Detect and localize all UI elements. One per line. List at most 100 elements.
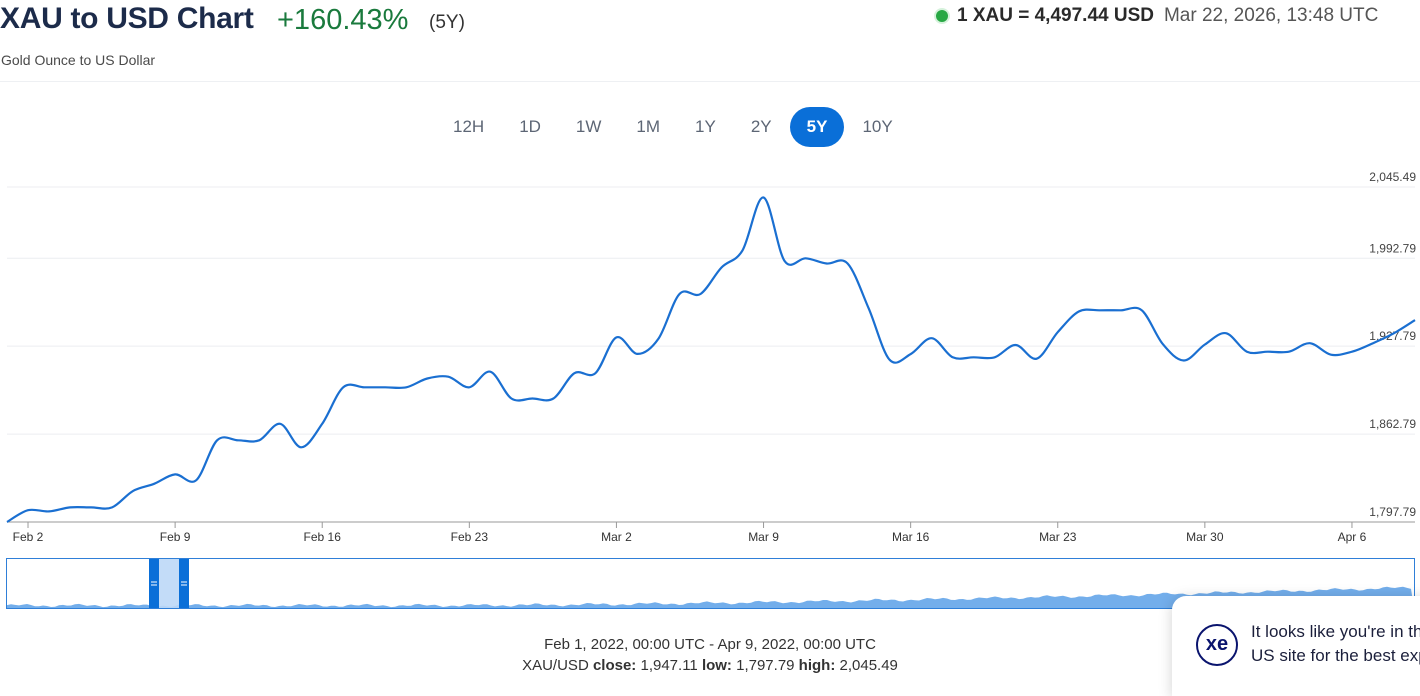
data-point[interactable] <box>1370 340 1376 346</box>
data-point[interactable] <box>88 504 94 510</box>
data-point[interactable] <box>1286 349 1292 355</box>
price-chart[interactable]: 2,045.491,992.791,927.791,862.791,797.79… <box>0 170 1420 555</box>
data-point[interactable] <box>193 477 199 483</box>
y-tick-label: 1,992.79 <box>1369 241 1416 255</box>
navigator-area <box>7 586 1414 608</box>
data-point[interactable] <box>803 255 809 261</box>
x-tick-label: Feb 9 <box>160 530 191 544</box>
tab-1m[interactable]: 1M <box>636 117 661 136</box>
data-point[interactable] <box>950 354 956 360</box>
data-point[interactable] <box>698 291 704 297</box>
data-point[interactable] <box>172 471 178 477</box>
data-point[interactable] <box>1181 358 1187 364</box>
data-point[interactable] <box>529 396 535 402</box>
data-point[interactable] <box>67 504 73 510</box>
data-point[interactable] <box>656 336 662 342</box>
region-toast[interactable]: xe It looks like you're in the US site f… <box>1172 596 1420 696</box>
data-point[interactable] <box>677 291 683 297</box>
x-tick-label: Mar 2 <box>601 530 632 544</box>
data-point[interactable] <box>298 444 304 450</box>
data-point[interactable] <box>1013 342 1019 348</box>
data-point[interactable] <box>613 334 619 340</box>
data-point[interactable] <box>487 369 493 375</box>
data-point[interactable] <box>971 354 977 360</box>
data-point[interactable] <box>592 370 598 376</box>
data-point[interactable] <box>866 305 872 311</box>
live-rate-value: 1 XAU = 4,497.44 USD <box>957 5 1154 26</box>
data-point[interactable] <box>361 384 367 390</box>
data-point[interactable] <box>992 354 998 360</box>
data-point[interactable] <box>634 351 640 357</box>
toast-line-2: US site for the best experience <box>1251 646 1420 665</box>
data-point[interactable] <box>1265 349 1271 355</box>
data-point[interactable] <box>25 507 31 513</box>
x-tick-label: Feb 23 <box>451 530 489 544</box>
data-point[interactable] <box>782 258 788 264</box>
navigator-right-handle[interactable] <box>179 559 189 608</box>
data-point[interactable] <box>1118 307 1124 313</box>
period-tabs: 12H 1D 1W 1M 1Y 2Y 5Y 10Y <box>436 107 911 147</box>
close-label: close: <box>592 657 637 674</box>
tab-1d[interactable]: 1D <box>519 117 541 136</box>
data-point[interactable] <box>719 265 725 271</box>
data-point[interactable] <box>887 357 893 363</box>
data-point[interactable] <box>424 376 430 382</box>
x-tick-label: Apr 6 <box>1338 530 1367 544</box>
data-point[interactable] <box>340 384 346 390</box>
data-point[interactable] <box>824 261 830 267</box>
data-point[interactable] <box>445 374 451 380</box>
data-point[interactable] <box>550 396 556 402</box>
data-point[interactable] <box>466 384 472 390</box>
data-point[interactable] <box>277 421 283 427</box>
data-point[interactable] <box>46 508 52 514</box>
navigator-left-handle[interactable] <box>149 559 159 608</box>
data-point[interactable] <box>740 247 746 253</box>
data-point[interactable] <box>235 437 241 443</box>
data-point[interactable] <box>929 335 935 341</box>
data-point[interactable] <box>1223 330 1229 336</box>
tab-1w[interactable]: 1W <box>575 117 602 136</box>
series-line <box>6 196 1416 523</box>
data-point[interactable] <box>4 519 10 525</box>
tab-5y[interactable]: 5Y <box>789 107 845 147</box>
page-title: XAU to USD Chart <box>0 2 254 35</box>
data-point[interactable] <box>403 384 409 390</box>
data-point[interactable] <box>571 370 577 376</box>
data-point[interactable] <box>1244 349 1250 355</box>
tab-10y[interactable]: 10Y <box>862 117 893 136</box>
chart-date-range: Feb 1, 2022, 00:00 UTC - Apr 9, 2022, 00… <box>544 636 876 653</box>
data-point[interactable] <box>845 261 851 267</box>
data-point[interactable] <box>1391 330 1397 336</box>
data-point[interactable] <box>1412 317 1418 323</box>
data-point[interactable] <box>1076 309 1082 315</box>
data-point[interactable] <box>1160 341 1166 347</box>
period-label: (5Y) <box>429 12 465 33</box>
data-point[interactable] <box>1349 349 1355 355</box>
data-point[interactable] <box>1307 340 1313 346</box>
xe-logo-icon: xe <box>1196 624 1238 666</box>
data-point[interactable] <box>109 504 115 510</box>
data-point[interactable] <box>382 384 388 390</box>
data-point[interactable] <box>1097 307 1103 313</box>
tab-2y[interactable]: 2Y <box>750 117 772 136</box>
data-point[interactable] <box>1034 356 1040 362</box>
data-point[interactable] <box>1139 307 1145 313</box>
data-point[interactable] <box>214 437 220 443</box>
tab-1y[interactable]: 1Y <box>695 117 716 136</box>
x-tick-label: Mar 23 <box>1039 530 1077 544</box>
tab-12h[interactable]: 12H <box>453 117 485 136</box>
data-point[interactable] <box>319 421 325 427</box>
data-point[interactable] <box>908 351 914 357</box>
data-point[interactable] <box>761 195 767 201</box>
data-point[interactable] <box>508 396 514 402</box>
data-point[interactable] <box>1328 352 1334 358</box>
data-point[interactable] <box>130 488 136 494</box>
data-point[interactable] <box>1055 329 1061 335</box>
x-tick-label: Mar 16 <box>892 530 930 544</box>
data-point[interactable] <box>256 437 262 443</box>
data-point[interactable] <box>1202 342 1208 348</box>
data-point[interactable] <box>151 481 157 487</box>
y-tick-label: 1,862.79 <box>1369 417 1416 431</box>
toast-line-1: It looks like you're in the <box>1251 622 1420 641</box>
y-tick-label: 1,797.79 <box>1369 505 1416 519</box>
